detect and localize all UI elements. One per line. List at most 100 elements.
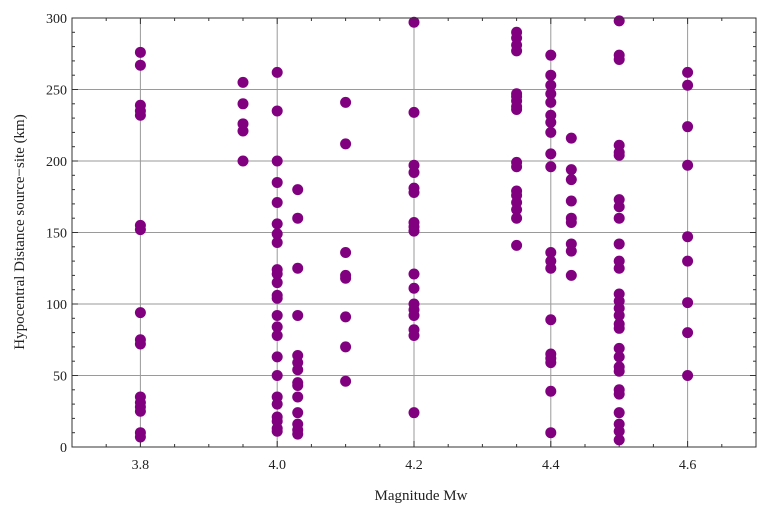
data-point [545,427,557,439]
data-point [545,49,557,61]
y-tick-label: 200 [46,155,67,170]
data-point [511,239,523,251]
data-point [408,16,420,28]
y-tick-label: 300 [46,12,67,27]
data-point [292,428,304,440]
data-point [545,79,557,91]
data-point [545,357,557,369]
data-point [340,96,352,108]
data-point [134,307,146,319]
x-tick-label: 3.8 [132,458,150,473]
data-point [271,218,283,230]
data-point [408,407,420,419]
data-point [565,132,577,144]
data-point [408,309,420,321]
data-point [565,269,577,281]
data-point [134,109,146,121]
data-point [271,321,283,333]
data-point [237,125,249,137]
data-point [292,380,304,392]
data-point [340,375,352,387]
data-point [292,364,304,376]
data-point [271,176,283,188]
data-point [545,88,557,100]
data-point [682,297,694,309]
data-point [545,69,557,81]
data-point [613,351,625,363]
data-point [613,15,625,27]
data-point [565,174,577,186]
data-point [340,341,352,353]
data-point [237,98,249,110]
x-tick-label: 4.2 [405,458,423,473]
data-point [134,46,146,58]
x-tick-label: 4.0 [268,458,286,473]
data-point [340,138,352,150]
data-point [545,116,557,128]
data-point [340,247,352,259]
x-tick-label: 4.6 [679,458,697,473]
data-point [292,212,304,224]
data-point [271,370,283,381]
data-point [613,262,625,274]
data-point [565,245,577,257]
data-point [408,186,420,198]
data-point [545,96,557,108]
data-point [682,121,694,133]
data-point [682,370,694,381]
data-point [613,365,625,377]
y-tick-label: 0 [60,441,67,456]
data-point [134,338,146,350]
data-point [408,282,420,294]
data-point [613,53,625,65]
y-tick-label: 250 [46,84,67,99]
data-point [340,272,352,284]
data-point [613,309,625,321]
y-axis-title: Hypocentral Distance source−site (km) [12,114,28,349]
data-point [511,161,523,173]
data-point [682,66,694,78]
data-point [613,434,625,446]
data-point [511,212,523,224]
y-tick-labels: 0 50 100 150 200 250 300 [46,12,67,456]
data-point [613,425,625,437]
data-point [292,309,304,321]
data-point [408,225,420,237]
data-point [408,268,420,280]
data-point [545,161,557,173]
data-point [340,311,352,323]
data-point [271,105,283,117]
data-point [613,238,625,250]
data-point [545,385,557,397]
data-point [408,106,420,118]
y-tick-label: 50 [53,370,67,385]
data-point [237,76,249,88]
data-point [271,196,283,208]
data-point [271,237,283,249]
data-point [545,262,557,274]
data-point [292,407,304,419]
data-point [565,195,577,207]
data-point [271,309,283,321]
data-point [545,126,557,138]
data-point [271,268,283,280]
data-point [408,166,420,178]
data-point [271,155,283,167]
data-point [511,45,523,57]
data-point [511,104,523,116]
data-point [613,212,625,224]
data-point [511,204,523,216]
data-point [271,351,283,363]
data-point [292,262,304,274]
data-point [237,155,249,167]
data-point [565,216,577,228]
data-point [682,159,694,171]
data-point [545,247,557,259]
data-point [613,388,625,400]
data-point [613,407,625,419]
data-point [682,255,694,267]
data-point [682,79,694,91]
data-point [682,231,694,243]
data-point [271,425,283,437]
